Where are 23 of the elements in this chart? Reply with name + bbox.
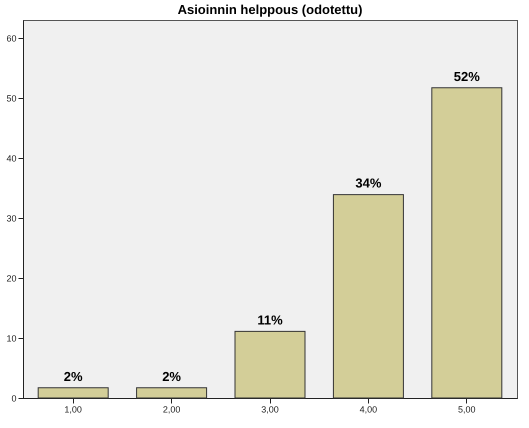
y-tick-label: 10 [6, 334, 16, 344]
data-label: 52% [454, 68, 480, 84]
y-tick-label: 30 [6, 214, 16, 224]
bar [136, 387, 208, 398]
data-label: 2% [64, 368, 84, 384]
x-tick-label: 3,00 [261, 404, 279, 414]
y-tick-label: 20 [6, 274, 16, 284]
x-tick-label: 5,00 [458, 404, 476, 414]
y-tick-label: 40 [6, 154, 16, 164]
x-tick-label: 4,00 [360, 404, 378, 414]
y-tick-label: 0 [11, 394, 16, 404]
bar [234, 330, 306, 398]
chart-title: Asioinnin helppous (odotettu) [178, 2, 362, 17]
data-label: 11% [257, 312, 284, 328]
bar [431, 87, 502, 398]
y-tick-label: 60 [6, 34, 16, 44]
data-label: 34% [355, 176, 382, 191]
bar [38, 387, 109, 398]
x-tick-label: 1,00 [64, 404, 82, 414]
bar [332, 194, 404, 398]
data-label: 2% [162, 368, 182, 384]
x-tick-label: 2,00 [162, 404, 180, 414]
y-tick-label: 50 [6, 94, 16, 104]
